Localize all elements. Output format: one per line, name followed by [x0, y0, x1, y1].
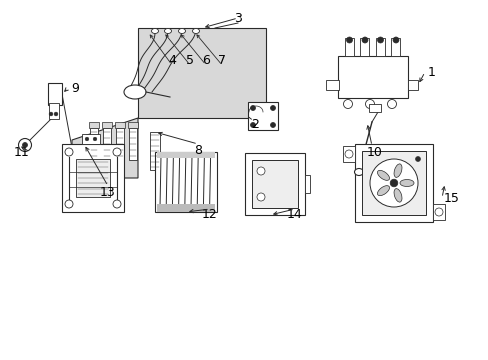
Bar: [155, 152, 217, 212]
Ellipse shape: [192, 28, 199, 33]
Text: 4: 4: [168, 54, 176, 67]
Circle shape: [392, 37, 398, 43]
Circle shape: [22, 143, 27, 148]
Bar: [345, 38, 353, 56]
Polygon shape: [72, 118, 138, 178]
Circle shape: [270, 122, 275, 127]
Circle shape: [54, 112, 58, 116]
Circle shape: [377, 37, 383, 43]
Text: 7: 7: [218, 54, 225, 67]
Ellipse shape: [124, 85, 146, 99]
Text: 12: 12: [202, 208, 218, 221]
Circle shape: [415, 157, 420, 162]
Bar: [116, 128, 124, 160]
Circle shape: [270, 105, 275, 111]
Bar: [76, 159, 110, 197]
Bar: [115, 122, 125, 128]
Bar: [89, 122, 99, 128]
Text: 6: 6: [202, 54, 209, 67]
Text: 1: 1: [427, 66, 435, 78]
Circle shape: [113, 200, 121, 208]
Bar: [342, 146, 354, 162]
Bar: [48, 83, 62, 105]
Ellipse shape: [178, 28, 185, 33]
Circle shape: [65, 148, 73, 156]
Bar: [90, 128, 98, 160]
Bar: [337, 56, 407, 98]
Circle shape: [345, 150, 352, 158]
Ellipse shape: [393, 164, 401, 177]
Circle shape: [361, 37, 367, 43]
Text: 9: 9: [71, 81, 79, 94]
Bar: [128, 122, 138, 128]
Ellipse shape: [354, 168, 363, 175]
Text: 5: 5: [185, 54, 194, 67]
Text: 15: 15: [443, 192, 459, 204]
Text: 11: 11: [14, 145, 30, 158]
Bar: [361, 151, 425, 215]
Bar: [102, 122, 112, 128]
Circle shape: [19, 139, 31, 152]
Ellipse shape: [393, 189, 401, 202]
Circle shape: [85, 137, 89, 141]
Text: 3: 3: [234, 12, 242, 24]
Bar: [325, 80, 338, 90]
Text: 8: 8: [194, 144, 202, 157]
Bar: [354, 144, 432, 222]
Bar: [305, 175, 309, 193]
Bar: [244, 153, 305, 215]
Circle shape: [369, 159, 417, 207]
Circle shape: [250, 122, 255, 127]
Bar: [150, 132, 160, 170]
Bar: [251, 160, 297, 208]
Bar: [157, 152, 215, 158]
Bar: [129, 128, 137, 160]
Circle shape: [49, 112, 53, 116]
Circle shape: [389, 179, 397, 187]
Bar: [391, 38, 400, 56]
Circle shape: [257, 167, 264, 175]
Circle shape: [386, 99, 396, 108]
Circle shape: [365, 99, 374, 108]
Bar: [368, 104, 380, 112]
Bar: [138, 28, 265, 118]
Circle shape: [343, 99, 352, 108]
Circle shape: [434, 208, 442, 216]
Bar: [157, 204, 215, 212]
Ellipse shape: [399, 180, 413, 186]
Ellipse shape: [151, 28, 158, 33]
Text: 10: 10: [366, 145, 382, 158]
Bar: [247, 102, 278, 130]
Text: 14: 14: [286, 208, 302, 221]
Bar: [49, 103, 59, 119]
Text: 13: 13: [100, 185, 116, 198]
Circle shape: [113, 148, 121, 156]
Circle shape: [257, 193, 264, 201]
Circle shape: [65, 200, 73, 208]
Ellipse shape: [377, 186, 389, 195]
Ellipse shape: [164, 28, 171, 33]
Bar: [432, 204, 444, 220]
Text: 2: 2: [250, 118, 259, 131]
Circle shape: [346, 37, 352, 43]
Bar: [360, 38, 369, 56]
Circle shape: [250, 105, 255, 111]
Bar: [82, 134, 100, 144]
Bar: [62, 144, 124, 212]
Ellipse shape: [377, 170, 389, 180]
Circle shape: [93, 137, 97, 141]
Bar: [407, 80, 417, 90]
Bar: [103, 128, 111, 160]
Bar: [375, 38, 384, 56]
